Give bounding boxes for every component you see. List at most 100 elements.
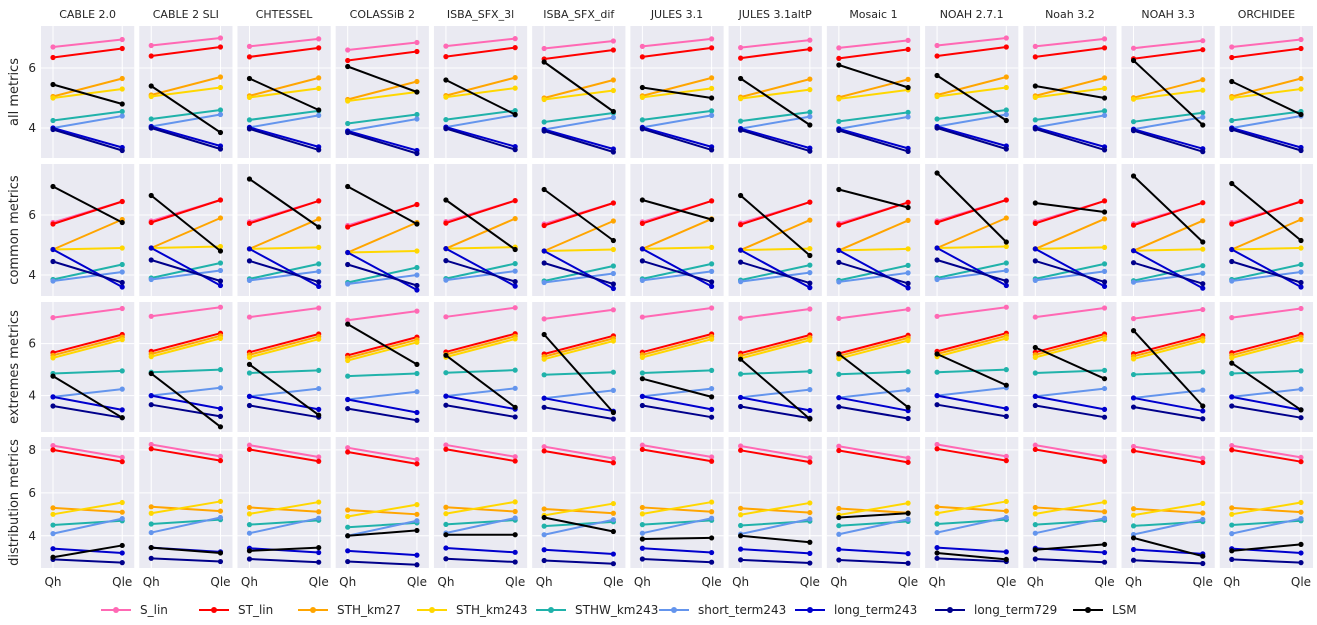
- point-sth-km243-qle: [905, 337, 911, 344]
- series-line-long-term243: [52, 127, 124, 149]
- series-line-lsm: [1230, 80, 1302, 116]
- point-sth-km27-qh: [639, 504, 645, 511]
- legend-marker-short-term243: [671, 607, 677, 613]
- series-line-long-term243: [641, 247, 713, 288]
- series-line-short-term243: [346, 519, 418, 537]
- series-line-lsm: [1132, 536, 1204, 558]
- point-short-term243-qle: [1200, 516, 1206, 523]
- point-long-term729-qle: [414, 282, 420, 289]
- series-line-short-term243: [1034, 387, 1106, 398]
- point-st-lin-qle: [1003, 458, 1009, 464]
- point-short-term243-qle: [905, 114, 911, 120]
- series-line-long-term729: [543, 262, 615, 285]
- point-st-lin-qle: [905, 199, 911, 205]
- point-lsm-qle: [414, 527, 420, 534]
- point-sth-km243-qh: [246, 94, 253, 100]
- point-sthw-km243-qh: [934, 116, 940, 122]
- series-line-st-lin: [1034, 199, 1106, 225]
- point-lsm-qle: [610, 409, 616, 416]
- series-line-long-term729: [444, 557, 517, 563]
- series-line-st-lin: [1034, 332, 1106, 354]
- series-line-sth-km27: [52, 336, 124, 357]
- panel-background: [630, 302, 724, 432]
- point-long-term729-qle: [1200, 149, 1206, 155]
- series-line-lsm: [52, 375, 124, 419]
- column-title-cable-2-0: CABLE 2.0: [59, 8, 116, 21]
- series-line-sthw-km243: [837, 370, 910, 376]
- point-sth-km243-qle: [709, 85, 715, 91]
- panel-background: [728, 437, 822, 568]
- point-sthw-km243-qh: [541, 372, 547, 378]
- point-long-term729-qh: [1032, 402, 1038, 409]
- point-s-lin-qh: [934, 42, 940, 49]
- point-long-term729-qh: [639, 258, 645, 264]
- panel-background: [1023, 302, 1117, 432]
- series-line-sth-km243: [1132, 339, 1204, 360]
- point-sthw-km243-qle: [1200, 369, 1206, 375]
- point-lsm-qh: [836, 186, 842, 193]
- series-line-sth-km27: [346, 80, 418, 101]
- series-line-sth-km243: [641, 501, 713, 515]
- point-lsm-qle: [610, 528, 616, 535]
- point-sth-km243-qh: [639, 354, 645, 360]
- series-line-sth-km243: [543, 248, 615, 252]
- point-sth-km27-qle: [1101, 509, 1108, 515]
- point-s-lin-qh: [1130, 45, 1137, 51]
- series-line-short-term243: [1034, 114, 1106, 129]
- panel-jules-3-1altp-distribution-metrics: [728, 437, 822, 568]
- series-line-long-term243: [150, 394, 222, 410]
- legend-marker-s-lin: [113, 607, 119, 613]
- series-line-lsm: [1034, 346, 1106, 380]
- point-sthw-km243-qle: [512, 261, 518, 267]
- series-line-st-lin: [837, 334, 910, 355]
- point-s-lin-qh: [541, 316, 547, 322]
- point-lsm-qle: [316, 107, 322, 113]
- point-sth-km27-qh: [148, 504, 154, 510]
- point-long-term729-qh: [1130, 128, 1137, 134]
- series-line-long-term243: [52, 395, 124, 411]
- point-long-term729-qh: [836, 404, 842, 410]
- series-line-sth-km27: [248, 335, 320, 356]
- point-short-term243-qh: [345, 281, 351, 287]
- point-short-term243-qh: [934, 276, 940, 283]
- series-line-sthw-km243: [52, 110, 124, 122]
- series-line-sth-km27: [1132, 78, 1204, 99]
- series-line-long-term243: [641, 547, 713, 554]
- point-long-term729-qh: [50, 258, 56, 265]
- point-long-term243-qle: [217, 406, 224, 412]
- series-line-short-term243: [936, 516, 1008, 534]
- series-line-long-term243: [150, 247, 222, 287]
- series-line-sth-km243: [543, 340, 615, 361]
- point-short-term243-qle: [316, 268, 322, 274]
- point-sthw-km243-qle: [905, 262, 911, 268]
- point-long-term729-qle: [709, 559, 715, 565]
- point-st-lin-qh: [50, 54, 56, 61]
- point-short-term243-qle: [217, 111, 224, 118]
- series-line-short-term243: [444, 387, 517, 398]
- series-line-sthw-km243: [641, 369, 713, 374]
- point-s-lin-qle: [512, 305, 518, 311]
- panel-mosaic-1-extremes-metrics: [826, 302, 921, 432]
- series-line-sth-km243: [52, 501, 124, 516]
- series-line-lsm: [1230, 543, 1302, 552]
- series-line-sth-km27: [837, 78, 910, 99]
- column-title-cable-2-sli: CABLE 2 SLI: [153, 8, 219, 21]
- point-sth-km27-qle: [1101, 216, 1108, 222]
- point-lsm-qle: [316, 412, 322, 418]
- point-st-lin-qle: [905, 46, 911, 53]
- point-long-term729-qh: [738, 127, 744, 133]
- series-line-long-term243: [837, 548, 910, 555]
- series-line-st-lin: [543, 334, 615, 355]
- series-line-st-lin: [936, 46, 1008, 57]
- point-sthw-km243-qle: [316, 367, 322, 373]
- point-short-term243-qle: [414, 272, 420, 278]
- point-sthw-km243-qh: [1130, 119, 1137, 125]
- point-long-term729-qh: [50, 403, 56, 409]
- point-s-lin-qle: [119, 454, 125, 461]
- point-long-term243-qle: [1298, 550, 1304, 556]
- point-long-term729-qle: [905, 280, 911, 286]
- series-line-long-term243: [837, 249, 910, 289]
- series-line-long-term729: [248, 557, 320, 564]
- point-sth-km243-qh: [1130, 512, 1137, 518]
- point-sth-km243-qh: [148, 93, 154, 100]
